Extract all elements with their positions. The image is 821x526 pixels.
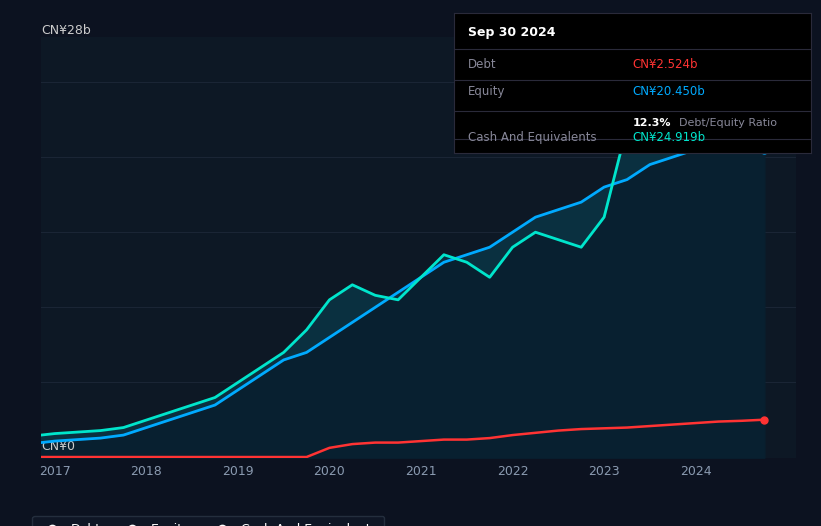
Text: CN¥20.450b: CN¥20.450b [633, 85, 705, 98]
Text: CN¥2.524b: CN¥2.524b [633, 58, 698, 71]
Text: CN¥0: CN¥0 [41, 440, 75, 453]
Legend: Debt, Equity, Cash And Equivalents: Debt, Equity, Cash And Equivalents [32, 516, 384, 526]
Text: Cash And Equivalents: Cash And Equivalents [468, 131, 597, 144]
Text: Debt/Equity Ratio: Debt/Equity Ratio [679, 118, 777, 128]
Text: CN¥24.919b: CN¥24.919b [633, 131, 706, 144]
Text: 12.3%: 12.3% [633, 118, 671, 128]
Text: Sep 30 2024: Sep 30 2024 [468, 26, 556, 39]
Text: CN¥28b: CN¥28b [41, 24, 91, 37]
Text: Equity: Equity [468, 85, 506, 98]
Text: Debt: Debt [468, 58, 497, 71]
